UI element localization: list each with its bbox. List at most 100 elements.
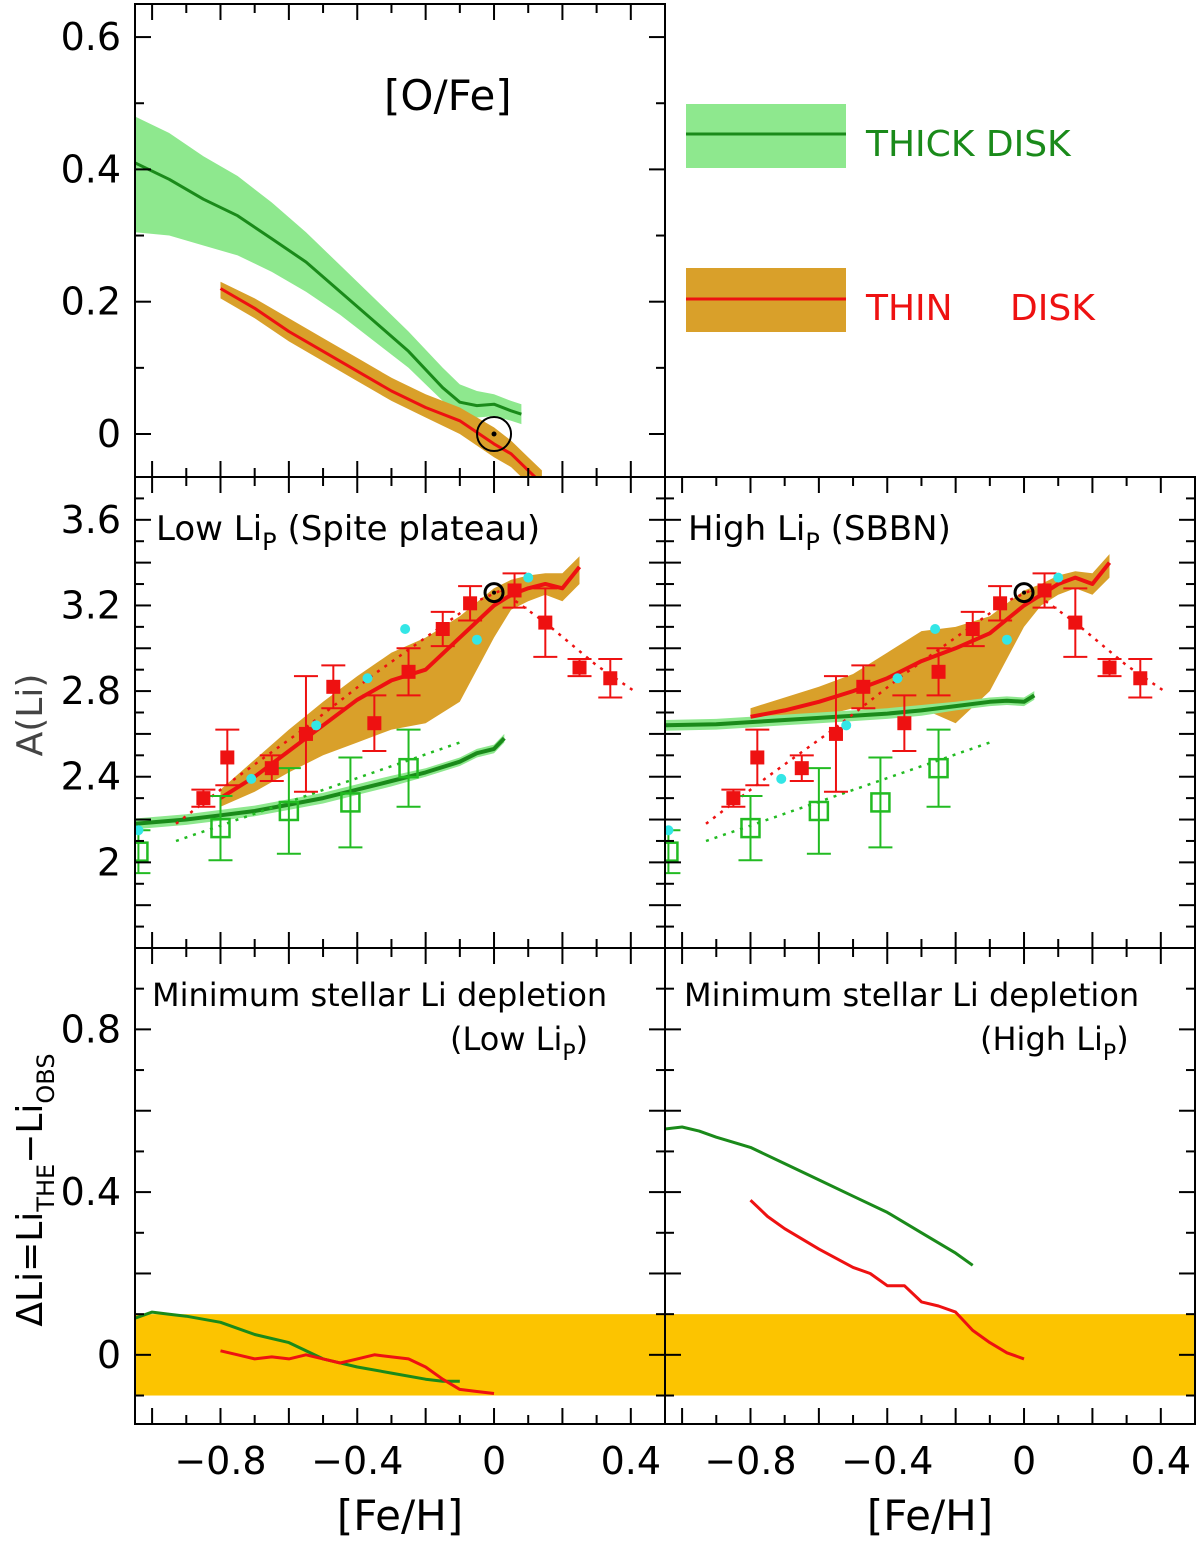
ali_low-open-square-3 bbox=[340, 792, 361, 813]
ali_low-ytick-label-3: 2.4 bbox=[61, 755, 121, 799]
ali_low-red-square-12 bbox=[603, 671, 618, 686]
frame-layer: 0.6 0.4 0.2 0 3.6 3.2 2.8 2.4 2 0.8 0.4 0 −0.8 −0.4 0 0… bbox=[61, 3, 1196, 1483]
ofe-sun-dot bbox=[491, 431, 497, 437]
ali_low-series-group bbox=[135, 556, 582, 830]
ali_high-open-square-3 bbox=[870, 792, 891, 813]
ofe-line-0 bbox=[135, 161, 522, 416]
ali_high-red-square-7 bbox=[965, 622, 980, 637]
ali_high-line-1 bbox=[665, 693, 1036, 728]
model-layer bbox=[135, 116, 1112, 1395]
ali_high-open-square-0 bbox=[665, 841, 679, 862]
ali_high-red-square-3 bbox=[828, 726, 843, 741]
ali_high-red-square-11 bbox=[1102, 660, 1117, 675]
ali_low-cyan-point-1 bbox=[246, 773, 257, 784]
ali_low-red-square-7 bbox=[435, 622, 450, 637]
ali_high-cyan-point-6 bbox=[1053, 572, 1064, 583]
legend-thin-label-b: DISK bbox=[1010, 288, 1096, 329]
ali_low-line-0 bbox=[219, 565, 582, 800]
ali_high-red-square-10 bbox=[1068, 615, 1083, 630]
ali_low-sun-ring bbox=[483, 582, 505, 604]
dli_high-xtick-label-0: −0.8 bbox=[704, 1439, 796, 1483]
ofe-ytick-label-1: 0.4 bbox=[61, 147, 121, 191]
ali_high-red-square-8 bbox=[993, 596, 1008, 611]
ali_low-red-square-0 bbox=[196, 791, 211, 806]
ali_high-red-square-12 bbox=[1133, 671, 1148, 686]
ali_high-cyan-point-1 bbox=[776, 773, 787, 784]
ali_low-ytick-label-1: 3.2 bbox=[61, 583, 121, 627]
ali_high-red-square-0 bbox=[726, 791, 741, 806]
ali_high-sun-dot bbox=[1022, 590, 1027, 595]
ali_low-red-square-9 bbox=[507, 583, 522, 598]
depletion-low-title: Minimum stellar Li depletion bbox=[152, 976, 607, 1014]
ali_high-open-square-4 bbox=[928, 757, 949, 779]
ali_low-red-square-1 bbox=[220, 750, 235, 765]
ofe-band-1 bbox=[220, 281, 542, 477]
ali_high-cyan-point-0 bbox=[665, 825, 674, 836]
ali_low-red-square-10 bbox=[538, 615, 553, 630]
ali_high-cyan-point-3 bbox=[892, 673, 903, 684]
dli_high-depletion-band bbox=[665, 1314, 1195, 1396]
ofe-ytick-label-2: 0.2 bbox=[61, 280, 121, 324]
ali_high-cyan-point-4 bbox=[930, 624, 941, 635]
ali_low-open-square-2 bbox=[278, 800, 300, 822]
dli_low-ytick-label-1: 0.4 bbox=[61, 1170, 121, 1214]
legend: THICK DISK THIN DISK bbox=[686, 104, 1096, 332]
dli_high-line-1 bbox=[749, 1199, 1025, 1361]
dli_high-frame bbox=[664, 947, 1196, 1425]
ali_low-cyan-point-3 bbox=[362, 673, 373, 684]
ali_low-red-square-11 bbox=[572, 660, 587, 675]
dli-ylabel: ΔLi=LiTHE−LiOBS bbox=[10, 1053, 60, 1326]
ali_high-sun-ring bbox=[1013, 582, 1035, 604]
dli_high-xtick-label-1: −0.4 bbox=[841, 1439, 933, 1483]
dli_high-xtick-label-3: 0.4 bbox=[1131, 1439, 1191, 1483]
ali_low-cyan-point-5 bbox=[471, 634, 482, 645]
ali_low-cyan-point-6 bbox=[523, 572, 534, 583]
ali_low-observations bbox=[135, 572, 635, 875]
ali_low-cyan-point-4 bbox=[400, 624, 411, 635]
ali_high-series-group bbox=[665, 554, 1112, 731]
dli_low-ytick-label-0: 0.8 bbox=[61, 1007, 121, 1051]
ali_low-ytick-label-2: 2.8 bbox=[61, 669, 121, 713]
ali_low-open-square-1 bbox=[210, 817, 231, 839]
ali_high-red-square-5 bbox=[897, 716, 912, 731]
ali_high-band-0 bbox=[750, 554, 1110, 726]
ali_low-cyan-point-2 bbox=[311, 720, 322, 731]
ali_low-red-square-3 bbox=[298, 726, 313, 741]
dli_low-xtick-label-3: 0.4 bbox=[601, 1439, 661, 1483]
dli_low-xtick-label-0: −0.8 bbox=[174, 1439, 266, 1483]
depletion-low-note: (Low LiP) bbox=[450, 1020, 588, 1066]
ali_high-red-square-4 bbox=[856, 679, 871, 694]
ofe-sun-ring bbox=[476, 416, 513, 452]
ali_low-ytick-label-4: 2 bbox=[97, 840, 121, 884]
ali_high-open-square-2 bbox=[808, 800, 830, 822]
ali_high-red-square-9 bbox=[1037, 583, 1052, 598]
ali_low-sun-dot bbox=[492, 590, 497, 595]
obs-layer bbox=[135, 416, 1165, 875]
ali_high-open-square-1 bbox=[740, 817, 761, 839]
ali_low-red-square-2 bbox=[264, 761, 279, 776]
ali_high-observations bbox=[665, 572, 1165, 875]
ali_high-red-square-1 bbox=[750, 750, 765, 765]
xlabel-right: [Fe/H] bbox=[867, 1491, 993, 1540]
ofe-band-0 bbox=[135, 116, 522, 425]
dli_low-depletion-band bbox=[135, 1314, 665, 1396]
legend-thick-label: THICK DISK bbox=[865, 124, 1072, 165]
legend-thin-label-a: THIN bbox=[865, 288, 953, 329]
dli_high-series-group bbox=[665, 1125, 1025, 1361]
ofe-line-1 bbox=[219, 287, 538, 477]
dli_low-xtick-label-1: −0.4 bbox=[311, 1439, 403, 1483]
dli_high-line-0 bbox=[665, 1125, 974, 1267]
ali_low-red-square-6 bbox=[401, 664, 416, 679]
xlabel-left: [Fe/H] bbox=[337, 1491, 463, 1540]
ali-ylabel: A(Li) bbox=[10, 674, 51, 757]
dli_low-series-group bbox=[135, 1310, 495, 1395]
ali_low-open-square-4 bbox=[398, 757, 419, 779]
low-lip-title: Low LiP (Spite plateau) bbox=[156, 509, 540, 556]
ofe-ytick-label-3: 0 bbox=[97, 412, 121, 456]
ali_low-ytick-label-0: 3.6 bbox=[61, 498, 121, 542]
ali_low-open-square-0 bbox=[135, 841, 149, 862]
legend-thick-swatch bbox=[686, 104, 846, 168]
ali_high-red-square-6 bbox=[931, 664, 946, 679]
ali_low-red-square-4 bbox=[326, 679, 341, 694]
